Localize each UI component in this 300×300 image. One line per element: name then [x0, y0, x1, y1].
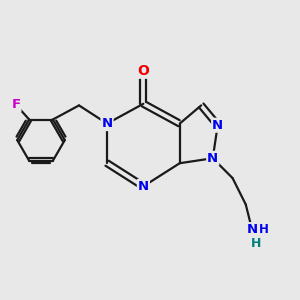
Text: N: N [207, 152, 218, 165]
Text: N: N [212, 119, 223, 132]
Text: F: F [11, 98, 20, 111]
Text: N: N [101, 117, 112, 130]
Text: N: N [138, 180, 149, 193]
Text: N: N [247, 223, 258, 236]
Text: H: H [250, 237, 261, 250]
Text: O: O [137, 64, 149, 78]
Text: H: H [259, 223, 269, 236]
